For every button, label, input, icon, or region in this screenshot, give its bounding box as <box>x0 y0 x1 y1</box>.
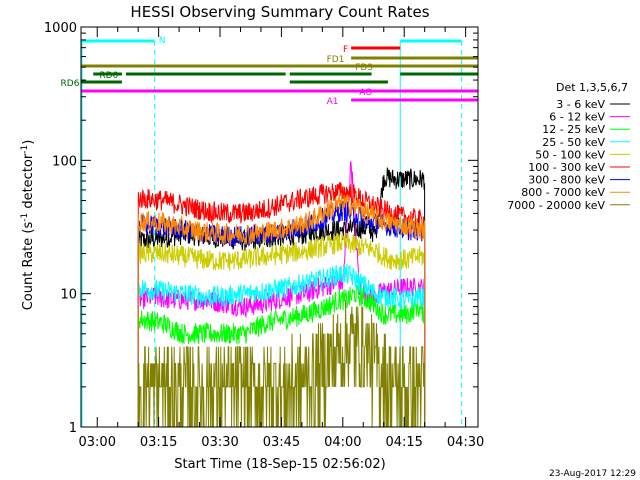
legend-label: 6 - 12 keV <box>549 111 605 124</box>
legend-label: 50 - 100 keV <box>535 148 605 161</box>
legend-label: 3 - 6 keV <box>556 98 605 111</box>
y-tick-label: 10 <box>60 288 77 303</box>
generated-timestamp: 23-Aug-2017 12:29 <box>549 469 636 479</box>
flag-bar-label: RD0 <box>99 71 118 81</box>
flag-bar-label: RD6 <box>61 79 80 89</box>
legend-label: 12 - 25 keV <box>542 123 605 136</box>
x-axis-ticks: 03:00 03:15 03:30 03:45 04:00 04:15 04:30 <box>79 27 484 450</box>
x-tick-label: 04:00 <box>324 435 361 450</box>
y-axis-label-part1: Count Rate (s <box>21 222 36 311</box>
series-line <box>137 181 426 428</box>
x-tick-label: 03:00 <box>79 435 116 450</box>
series-line <box>137 200 426 428</box>
y-axis-label-sup1: -1 <box>20 213 30 222</box>
legend-label: 100 - 300 keV <box>528 161 605 174</box>
series-line <box>137 232 426 428</box>
legend-label: 300 - 800 keV <box>528 174 605 187</box>
y-axis-label-sup2: -1 <box>20 145 30 154</box>
y-axis-label: Count Rate (s-1 detector-1) <box>20 140 36 311</box>
series-line <box>137 284 426 428</box>
flag-bar-label: A1 <box>327 97 339 107</box>
legend-title: Det 1,3,5,6,7 <box>556 81 628 94</box>
y-tick-label: 1 <box>69 421 77 436</box>
series-line <box>137 193 426 428</box>
y-axis-ticks: 1 10 100 1000 <box>44 21 478 436</box>
legend-label: 800 - 7000 keV <box>521 186 605 199</box>
flag-bar-label: AO <box>359 88 372 98</box>
y-tick-label: 1000 <box>44 21 77 36</box>
x-axis-label: Start Time (18-Sep-15 02:56:02) <box>174 457 385 472</box>
series-line <box>137 299 426 428</box>
flag-bar-label: F <box>343 45 348 55</box>
x-tick-label: 04:15 <box>385 435 422 450</box>
flag-bar-label: N <box>159 36 166 46</box>
x-tick-label: 03:15 <box>140 435 177 450</box>
x-tick-label: 03:30 <box>201 435 238 450</box>
x-tick-label: 04:30 <box>447 435 484 450</box>
series-lines <box>137 161 426 428</box>
series-line <box>137 263 426 428</box>
legend-label: 25 - 50 keV <box>542 136 605 149</box>
y-axis-label-part2: detector <box>21 153 36 213</box>
legend-label: 7000 - 20000 keV <box>507 199 605 212</box>
x-tick-label: 03:45 <box>263 435 300 450</box>
y-axis-label-part3: ) <box>21 140 36 145</box>
flag-bar-label: FD3 <box>355 63 373 73</box>
plot-frame <box>80 26 479 428</box>
y-tick-label: 100 <box>52 154 77 169</box>
flag-bar-label: FD1 <box>327 55 345 65</box>
chart-title: HESSI Observing Summary Count Rates <box>130 3 429 21</box>
